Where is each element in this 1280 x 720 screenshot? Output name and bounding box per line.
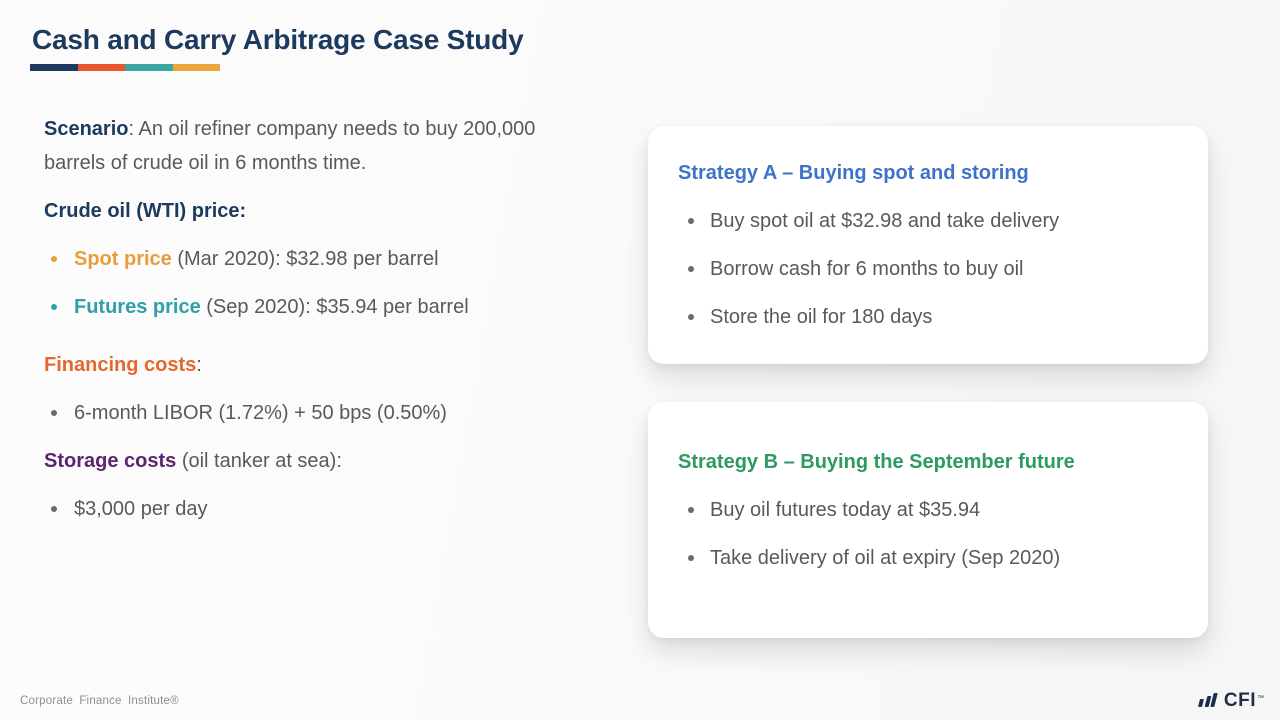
- spot-price-label: Spot price: [74, 248, 172, 270]
- strategy-a-bullet-2: Borrow cash for 6 months to buy oil: [686, 252, 1184, 286]
- futures-price-item: Futures price (Sep 2020): $35.94 per bar…: [44, 290, 544, 324]
- bullet-dot-gray: [51, 506, 57, 512]
- page-title: Cash and Carry Arbitrage Case Study: [32, 24, 524, 55]
- bullet-dot-gray: [688, 218, 694, 224]
- footer-attribution: Corporate Finance Institute®: [20, 695, 179, 707]
- cfi-logo-text: CFI: [1223, 690, 1256, 711]
- scenario-paragraph: Scenario: An oil refiner company needs t…: [44, 112, 544, 180]
- futures-price-label: Futures price: [74, 296, 201, 318]
- bullet-dot-gray: [688, 555, 694, 561]
- strategy-a-title: Strategy A – Buying spot and storing: [678, 162, 1029, 184]
- financing-item-text: 6-month LIBOR (1.72%) + 50 bps (0.50%): [74, 402, 447, 424]
- accent-segment-amber: [172, 64, 220, 71]
- accent-segment-orange: [77, 64, 125, 71]
- strategy-a-card: Strategy A – Buying spot and storing Buy…: [648, 126, 1208, 364]
- title-accent-bar: [30, 64, 220, 71]
- bullet-dot-orange: [51, 256, 57, 262]
- storage-text: (oil tanker at sea):: [176, 450, 342, 472]
- cfi-logo: CFI ™: [1198, 690, 1264, 711]
- bullet-dot-gray: [688, 507, 694, 513]
- cfi-logo-trademark: ™: [1257, 695, 1264, 702]
- strategy-a-bullet-1: Buy spot oil at $32.98 and take delivery: [686, 204, 1184, 238]
- strategy-a-bullet-2-text: Borrow cash for 6 months to buy oil: [710, 258, 1024, 280]
- spot-price-item: Spot price (Mar 2020): $32.98 per barrel: [44, 242, 544, 276]
- cfi-logo-bars-icon: [1198, 693, 1219, 710]
- strategy-b-title: Strategy B – Buying the September future: [678, 451, 1075, 473]
- strategy-b-bullet-2: Take delivery of oil at expiry (Sep 2020…: [686, 541, 1184, 575]
- bullet-dot-teal: [51, 304, 57, 310]
- strategy-b-bullet-2-text: Take delivery of oil at expiry (Sep 2020…: [710, 547, 1061, 569]
- scenario-text: : An oil refiner company needs to buy 20…: [44, 118, 536, 174]
- crude-oil-heading: Crude oil (WTI) price:: [44, 200, 247, 222]
- financing-item: 6-month LIBOR (1.72%) + 50 bps (0.50%): [44, 396, 544, 430]
- spot-price-text: (Mar 2020): $32.98 per barrel: [171, 248, 439, 270]
- logo-bar-large: [1210, 693, 1219, 707]
- strategy-b-bullet-list: Buy oil futures today at $35.94 Take del…: [678, 479, 1184, 575]
- strategy-b-card: Strategy B – Buying the September future…: [648, 402, 1208, 638]
- bullet-dot-gray: [688, 266, 694, 272]
- scenario-panel: Scenario: An oil refiner company needs t…: [44, 112, 544, 540]
- strategy-b-bullet-1: Buy oil futures today at $35.94: [686, 493, 1184, 527]
- financing-heading: Financing costs:: [44, 348, 544, 382]
- strategy-a-bullet-3-text: Store the oil for 180 days: [710, 306, 933, 328]
- strategy-b-bullet-1-text: Buy oil futures today at $35.94: [710, 499, 981, 521]
- financing-colon: :: [196, 354, 202, 376]
- storage-item-text: $3,000 per day: [74, 498, 208, 520]
- storage-label: Storage costs: [44, 450, 177, 472]
- financing-label: Financing costs: [44, 354, 197, 376]
- strategy-a-bullet-1-text: Buy spot oil at $32.98 and take delivery: [710, 210, 1060, 232]
- accent-segment-teal: [125, 64, 173, 71]
- futures-price-text: (Sep 2020): $35.94 per barrel: [200, 296, 469, 318]
- storage-heading: Storage costs (oil tanker at sea):: [44, 444, 544, 478]
- bullet-dot-gray: [688, 314, 694, 320]
- accent-segment-navy: [30, 64, 78, 71]
- storage-item: $3,000 per day: [44, 492, 544, 526]
- bullet-dot-gray: [51, 410, 57, 416]
- logo-bar-small: [1198, 699, 1205, 707]
- strategy-a-bullet-list: Buy spot oil at $32.98 and take delivery…: [678, 190, 1184, 334]
- strategy-a-bullet-3: Store the oil for 180 days: [686, 300, 1184, 334]
- scenario-label: Scenario: [44, 118, 129, 140]
